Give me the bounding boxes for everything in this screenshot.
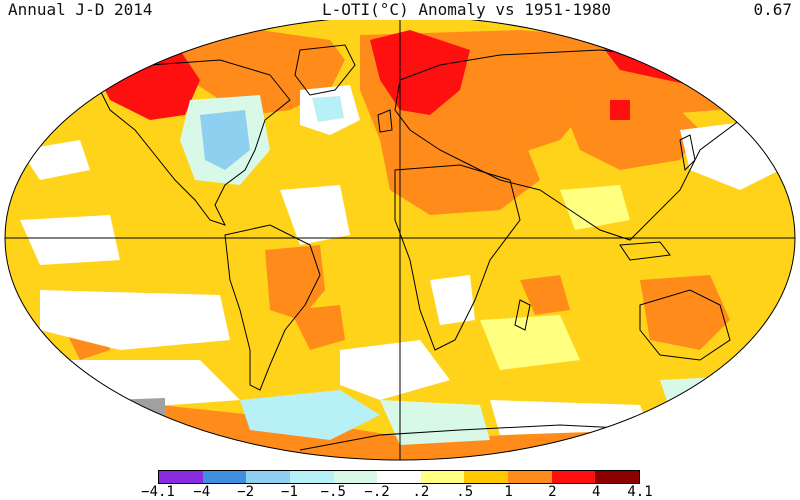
legend-tick-label: 1: [504, 484, 513, 500]
coastline-africa: [394, 164, 521, 351]
color-scale-ticks: −4.1 −4 −2 −1 −.5 −.2 .2 .5 1 2 4 4.1: [0, 484, 800, 500]
anomaly-region: [265, 245, 325, 320]
legend-swatch: [377, 471, 421, 483]
coastline-madagascar: [514, 299, 531, 331]
legend-swatch: [508, 471, 552, 483]
anomaly-region: [560, 185, 630, 230]
anomaly-region: [290, 305, 345, 350]
no-data-region: [150, 30, 215, 44]
anomaly-region: [490, 400, 650, 435]
legend-swatch: [464, 471, 509, 483]
anomaly-region: [380, 130, 540, 215]
coastline-north-america: [94, 59, 291, 226]
legend-swatch: [595, 471, 640, 483]
legend-swatch: [202, 471, 247, 483]
legend-tick-label: 4.1: [627, 484, 653, 500]
coastline-south-america: [224, 224, 321, 391]
legend-swatch: [420, 471, 465, 483]
legend-tick-label: −.5: [320, 484, 346, 500]
anomaly-map: [4, 20, 796, 461]
legend-tick-label: −.2: [364, 484, 390, 500]
anomaly-region: [660, 375, 770, 410]
anomaly-region: [430, 275, 475, 325]
legend-tick-label: .5: [456, 484, 474, 500]
anomaly-region: [40, 290, 230, 350]
legend-swatch: [551, 471, 596, 483]
anomaly-region: [610, 100, 630, 120]
anomaly-region: [340, 340, 450, 400]
coastline-japan: [679, 134, 696, 172]
anomaly-region: [20, 215, 120, 265]
anomaly-region: [240, 390, 380, 440]
color-scale-bar: [158, 470, 640, 484]
legend-tick-label: −4: [193, 484, 211, 500]
map-title: Annual J-D 2014: [8, 0, 153, 19]
anomaly-region: [520, 275, 570, 315]
legend-tick-label: .2: [412, 484, 430, 500]
map-subtitle: L-OTI(°C) Anomaly vs 1951-1980: [322, 0, 611, 19]
anomaly-region: [560, 90, 700, 170]
coastline-uk: [377, 109, 393, 133]
legend-swatch: [246, 471, 290, 483]
legend-swatch: [289, 471, 334, 483]
legend-swatch: [159, 471, 203, 483]
anomaly-region: [280, 185, 350, 245]
anomaly-region: [160, 30, 345, 115]
legend-tick-label: −1: [281, 484, 298, 500]
legend-swatch: [333, 471, 378, 483]
legend-tick-label: 2: [548, 484, 557, 500]
anomaly-region: [640, 275, 730, 350]
coastline-indonesia: [619, 241, 671, 261]
coastline-greenland: [294, 44, 356, 96]
global-mean-value: 0.67: [753, 0, 792, 19]
legend-tick-label: −2: [237, 484, 255, 500]
anomaly-region: [200, 110, 250, 170]
anomaly-region: [312, 96, 344, 122]
legend-tick-label: 4: [591, 484, 601, 500]
globe-outline: [4, 20, 796, 461]
legend-tick-label: −4.1: [141, 484, 175, 500]
anomaly-region: [480, 315, 580, 370]
coastline-australia: [639, 289, 731, 361]
